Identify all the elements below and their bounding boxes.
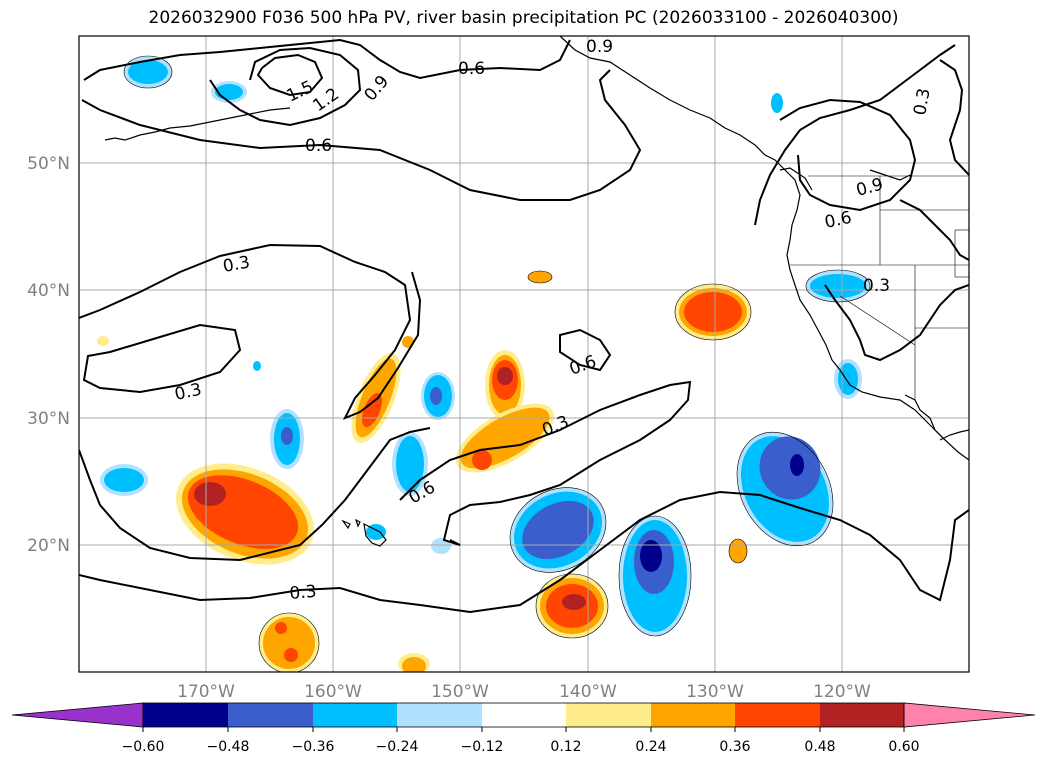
colorbar-label: 0.36: [719, 739, 750, 755]
contour-label: 0.3: [289, 582, 318, 604]
colorbar: −0.60 −0.48 −0.36 −0.24 −0.12 0.12 0.24 …: [11, 702, 1036, 755]
colorbar-label: −0.36: [292, 739, 335, 755]
lon-tick-label: 130°W: [686, 682, 744, 702]
coastlines: [104, 36, 969, 547]
lat-ticks: 50°N 40°N 30°N 20°N: [27, 154, 70, 556]
field-blob: [536, 574, 608, 638]
colorbar-swatch: [228, 703, 313, 727]
lon-ticks: 170°W 160°W 150°W 140°W 130°W 120°W: [177, 682, 871, 702]
field-blob: [431, 538, 451, 554]
field-blob: [253, 361, 261, 371]
field-blob: [398, 653, 430, 672]
pv-contours: [79, 38, 969, 614]
colorbar-ticks: [142, 727, 905, 732]
lon-tick-label: 120°W: [813, 682, 871, 702]
precip-fields: [97, 56, 870, 672]
lat-tick-label: 50°N: [27, 154, 70, 174]
colorbar-label: 0.60: [888, 739, 919, 755]
lat-tick-label: 40°N: [27, 281, 70, 301]
colorbar-swatch: [566, 703, 651, 727]
colorbar-label: −0.48: [207, 739, 250, 755]
field-blob: [455, 350, 555, 473]
colorbar-label: 0.48: [804, 739, 835, 755]
map-frame: [78, 35, 970, 673]
colorbar-swatch: [397, 703, 482, 727]
field-blob: [270, 409, 304, 469]
contour-label: 0.3: [863, 276, 890, 296]
lon-tick-label: 170°W: [177, 682, 235, 702]
colorbar-label: 0.24: [635, 739, 666, 755]
colorbar-swatch: [651, 703, 735, 727]
field-blob: [771, 93, 783, 113]
colorbar-swatch: [735, 703, 820, 727]
contour-label: 0.6: [458, 59, 485, 79]
lon-tick-label: 160°W: [304, 682, 362, 702]
colorbar-label: −0.12: [461, 739, 504, 755]
field-blob: [100, 464, 148, 496]
colorbar-swatch: [143, 703, 228, 727]
field-blob: [834, 359, 862, 399]
colorbar-extend-high: [903, 702, 1036, 728]
field-blob: [619, 516, 691, 636]
contour-label: 0.3: [221, 253, 251, 277]
lat-tick-label: 20°N: [27, 536, 70, 556]
field-blob: [259, 613, 319, 672]
field-blob: [421, 372, 455, 420]
field-blob: [806, 270, 870, 302]
colorbar-swatch: [820, 703, 904, 727]
field-blob: [176, 463, 314, 565]
lon-tick-label: 150°W: [431, 682, 489, 702]
contour-label: 0.3: [910, 87, 934, 117]
field-blob: [528, 271, 552, 283]
lat-tick-label: 30°N: [27, 409, 70, 429]
field-blob: [97, 336, 109, 346]
map-area: [79, 36, 969, 672]
colorbar-label: 0.12: [550, 739, 581, 755]
field-blob: [737, 432, 833, 546]
colorbar-swatch: [313, 703, 397, 727]
contour-label: 0.9: [586, 37, 613, 57]
colorbar-label: −0.60: [122, 739, 165, 755]
colorbar-label: −0.24: [376, 739, 419, 755]
borders: [790, 175, 969, 400]
field-blob: [675, 284, 751, 340]
field-blob: [124, 56, 247, 103]
colorbar-extend-low: [11, 702, 144, 728]
gridlines: [79, 36, 969, 672]
lon-tick-label: 140°W: [559, 682, 617, 702]
blob-outlines: [123, 55, 871, 672]
page-title: 2026032900 F036 500 hPa PV, river basin …: [148, 8, 899, 28]
colorbar-swatch: [482, 703, 566, 727]
contour-label: 0.6: [305, 136, 332, 156]
